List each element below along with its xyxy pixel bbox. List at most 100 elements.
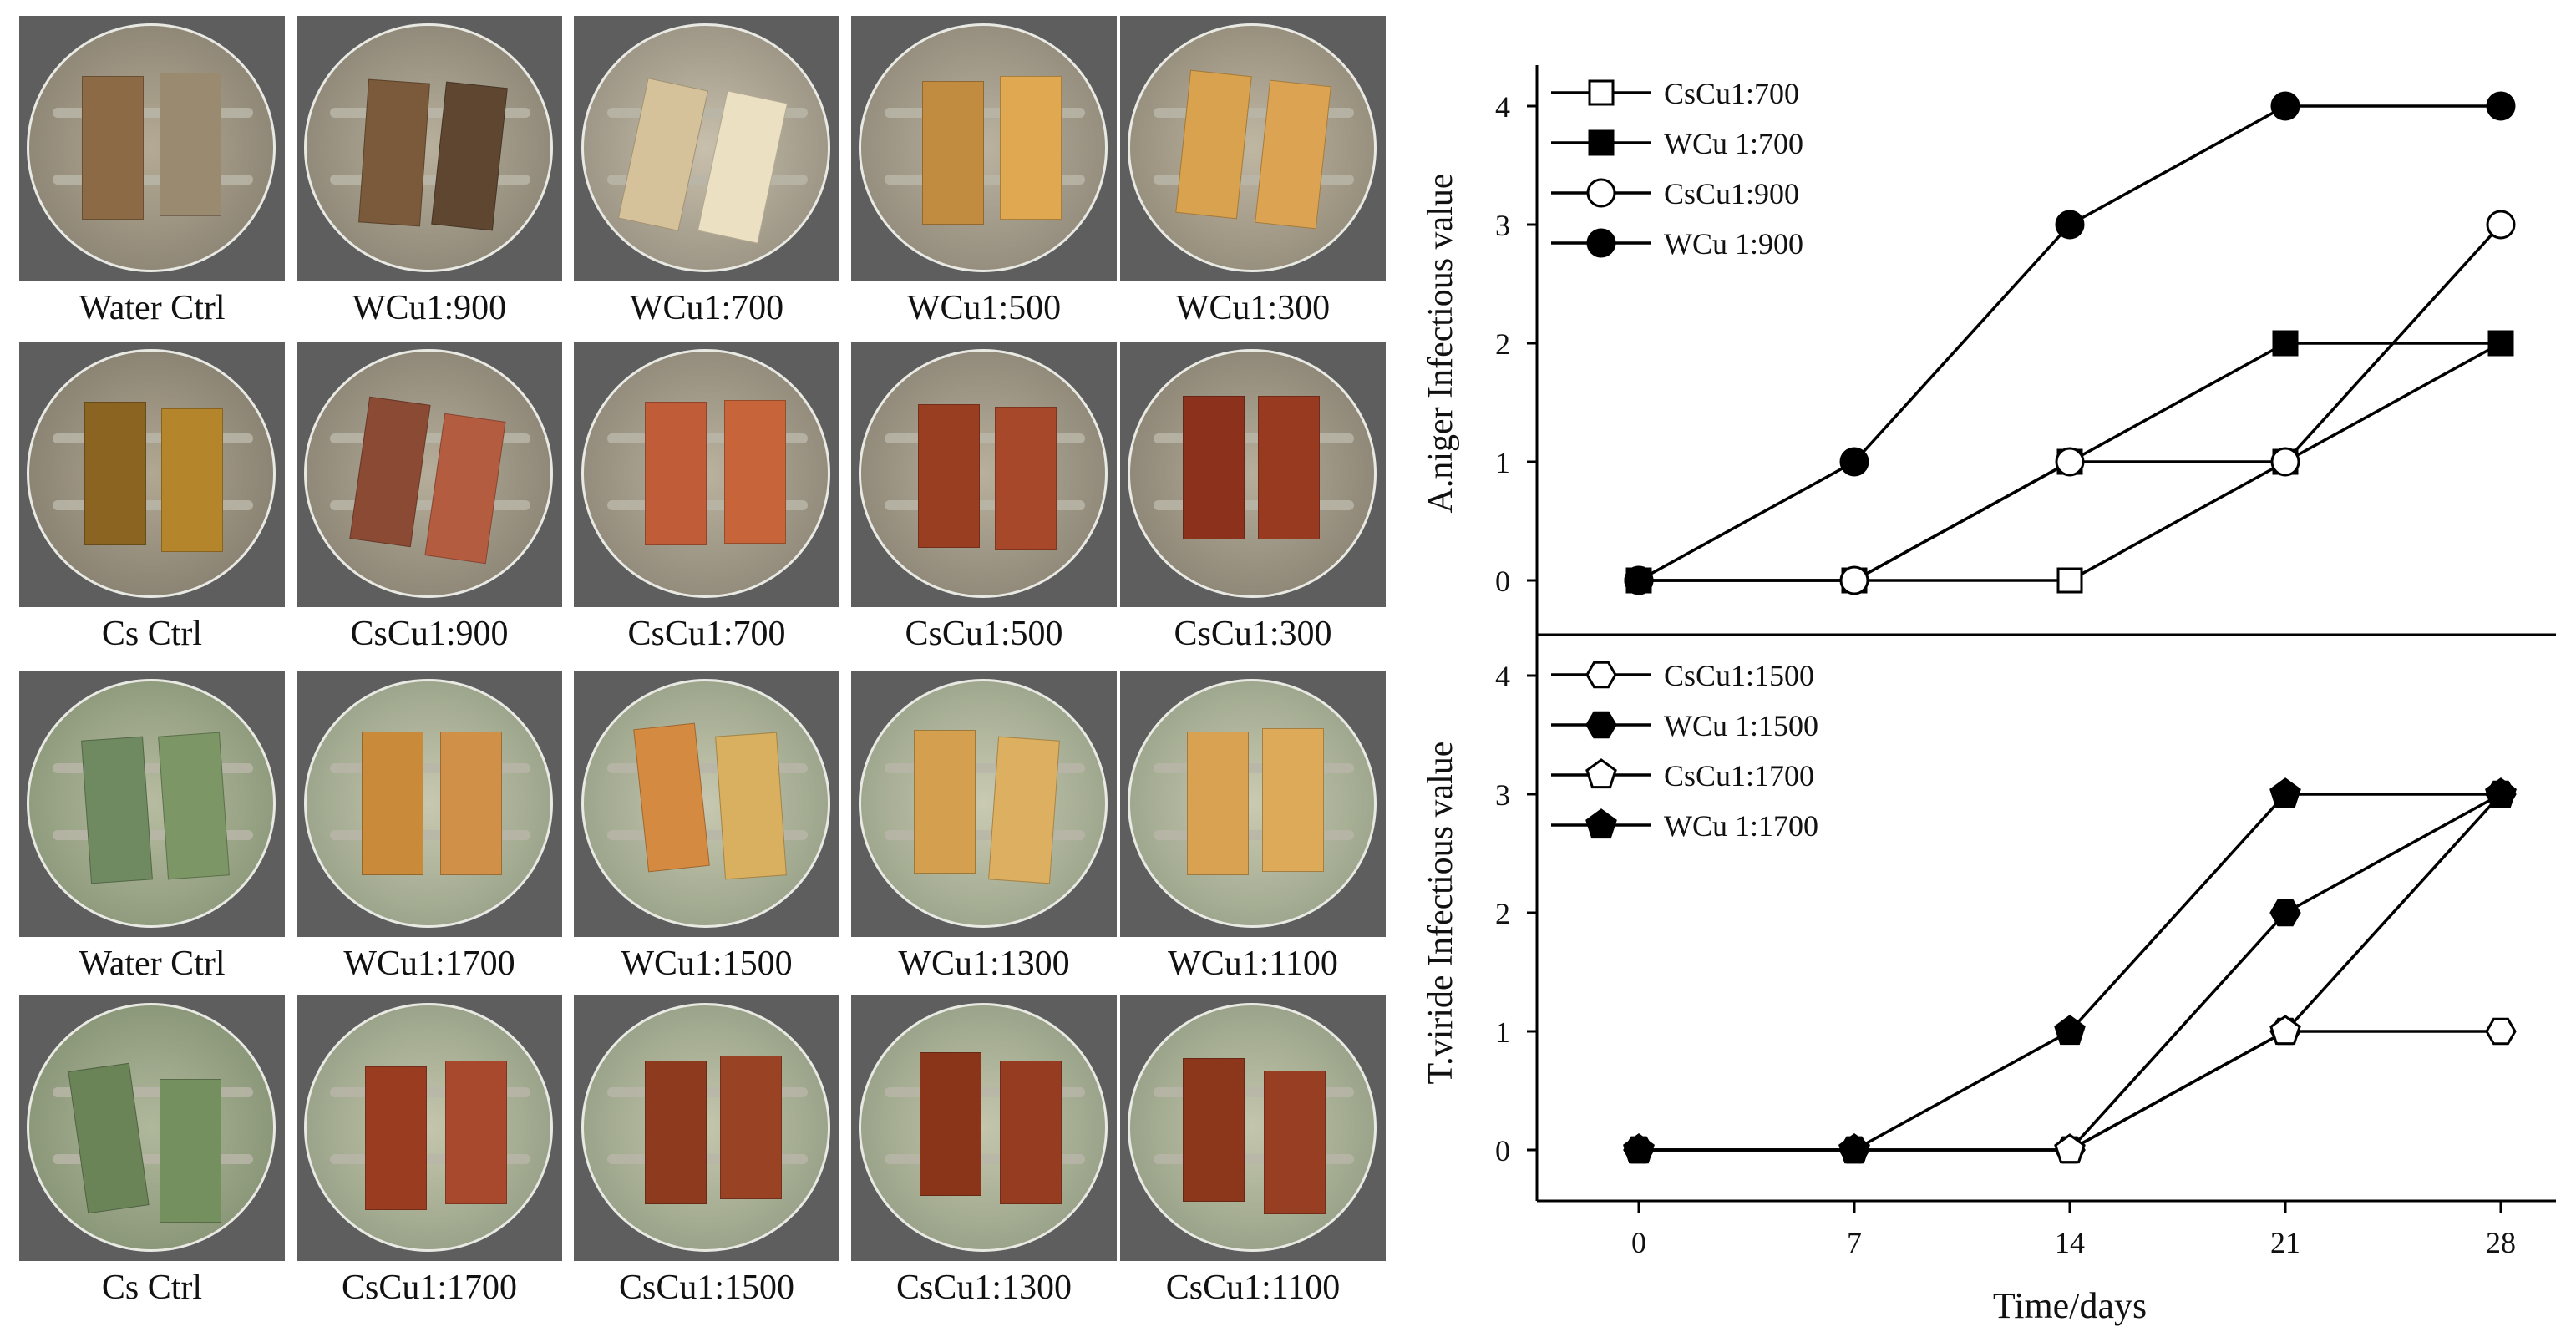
y-tick-label: 2 xyxy=(1495,327,1510,361)
data-point xyxy=(2054,1133,2086,1164)
infection-charts: 0 1 2 3 4 A.niger Infectious value CsCu1:700 WC… xyxy=(1387,0,2576,1337)
petri-dish-photo xyxy=(1120,342,1386,607)
y-tick-label: 2 xyxy=(1495,897,1510,930)
photo-cell: WCu1:300 xyxy=(1120,16,1386,333)
photo-cell: CsCu1:700 xyxy=(574,342,839,659)
photo-cell: WCu1:1100 xyxy=(1120,671,1386,989)
photo-caption: WCu1:1300 xyxy=(898,945,1070,983)
data-point xyxy=(2486,210,2516,240)
data-point xyxy=(2272,330,2299,357)
petri-dish-photo xyxy=(851,995,1117,1261)
y-tick-label: 1 xyxy=(1495,1015,1510,1049)
petri-dish-photo xyxy=(574,16,839,281)
photo-caption: CsCu1:700 xyxy=(627,615,786,653)
photo-caption: WCu1:700 xyxy=(629,289,784,327)
data-point xyxy=(2270,447,2300,477)
petri-dish-photo xyxy=(1120,671,1386,937)
series-line xyxy=(1639,793,2502,1152)
photo-cell: WCu1:900 xyxy=(297,16,562,333)
photo-caption: Cs Ctrl xyxy=(101,1269,203,1307)
photo-caption: CsCu1:500 xyxy=(905,615,1063,653)
legend-marker xyxy=(1585,758,1617,789)
data-point xyxy=(1838,1133,1870,1164)
legend-label: CsCu1:1500 xyxy=(1664,659,1814,692)
petri-dish-photo xyxy=(297,995,562,1261)
photo-caption: WCu1:500 xyxy=(906,289,1062,327)
legend-marker xyxy=(1588,129,1615,156)
y-tick-label: 3 xyxy=(1495,209,1510,242)
series-line xyxy=(1639,223,2502,582)
petri-dish-photo xyxy=(297,671,562,937)
photo-cell: CsCu1:1700 xyxy=(297,995,562,1313)
chart-canvas: 0 1 2 3 4 A.niger Infectious value CsCu1:700 WC… xyxy=(1422,65,2556,1326)
y-axis-label: A.niger Infectious value xyxy=(1422,173,1460,513)
data-point xyxy=(1839,447,1869,477)
photo-cell: WCu1:1500 xyxy=(574,671,839,989)
photo-caption: CsCu1:1100 xyxy=(1165,1269,1341,1307)
data-point xyxy=(2487,330,2514,357)
data-point xyxy=(1839,565,1869,595)
y-tick-label: 1 xyxy=(1495,446,1510,479)
photo-caption: Water Ctrl xyxy=(79,289,226,327)
petri-dish-photo xyxy=(19,16,285,281)
photo-caption: CsCu1:1700 xyxy=(341,1269,518,1307)
petri-dish-photo xyxy=(19,342,285,607)
photo-cell: WCu1:1700 xyxy=(297,671,562,989)
photo-caption: WCu1:900 xyxy=(352,289,507,327)
legend-marker xyxy=(1585,808,1617,839)
legend-label: WCu 1:700 xyxy=(1664,127,1803,160)
photo-grid: Water Ctrl WCu1:900 WCu1:700 WCu1:500 xyxy=(19,16,1386,1313)
x-tick-label: 7 xyxy=(1847,1226,1862,1259)
data-point xyxy=(1623,1133,1655,1164)
photo-cell: WCu1:500 xyxy=(851,16,1117,333)
photo-cell: CsCu1:1500 xyxy=(574,995,839,1313)
legend-marker xyxy=(1586,178,1616,208)
photo-cell: CsCu1:300 xyxy=(1120,342,1386,659)
legend-label: CsCu1:1700 xyxy=(1664,759,1814,793)
petri-dish-photo xyxy=(851,342,1117,607)
legend-label: CsCu1:700 xyxy=(1664,77,1799,110)
y-tick-label: 4 xyxy=(1495,90,1510,124)
series-line xyxy=(1639,793,2501,1152)
photo-caption: CsCu1:1300 xyxy=(895,1269,1072,1307)
y-tick-label: 4 xyxy=(1495,660,1510,693)
y-tick-label: 3 xyxy=(1495,778,1510,812)
photo-caption: WCu1:1100 xyxy=(1168,945,1338,983)
data-point xyxy=(2055,447,2085,477)
petri-dish-photo xyxy=(851,671,1117,937)
photo-caption: CsCu1:900 xyxy=(350,615,509,653)
petri-dish-photo xyxy=(19,671,285,937)
legend-marker xyxy=(1585,711,1617,739)
data-point xyxy=(2485,777,2517,808)
photo-cell: WCu1:700 xyxy=(574,16,839,333)
petri-dish-photo xyxy=(1120,16,1386,281)
photo-cell: WCu1:1300 xyxy=(851,671,1117,989)
photo-caption: Water Ctrl xyxy=(79,945,226,983)
legend-label: WCu 1:1700 xyxy=(1664,809,1818,843)
data-point xyxy=(2270,91,2300,121)
petri-dish-photo xyxy=(574,342,839,607)
x-tick-label: 21 xyxy=(2270,1226,2300,1259)
data-point xyxy=(2055,210,2085,240)
photo-caption: WCu1:1700 xyxy=(343,945,515,983)
petri-dish-photo xyxy=(1120,995,1386,1261)
photo-cell: CsCu1:500 xyxy=(851,342,1117,659)
photo-caption: CsCu1:1500 xyxy=(618,1269,795,1307)
x-axis-label: Time/days xyxy=(1993,1285,2147,1326)
photo-cell: Water Ctrl xyxy=(19,16,285,333)
series-line xyxy=(1639,1030,2501,1152)
petri-dish-photo xyxy=(297,342,562,607)
data-point xyxy=(2269,899,2301,927)
legend-label: WCu 1:900 xyxy=(1664,227,1803,261)
data-point xyxy=(1624,565,1654,595)
x-tick-label: 0 xyxy=(1631,1226,1646,1259)
photo-caption: CsCu1:300 xyxy=(1174,615,1332,653)
legend-label: CsCu1:900 xyxy=(1664,177,1799,210)
legend-label: WCu 1:1500 xyxy=(1664,709,1818,742)
photo-cell: Cs Ctrl xyxy=(19,995,285,1313)
photo-cell: Cs Ctrl xyxy=(19,342,285,659)
data-point xyxy=(2486,91,2516,121)
data-point xyxy=(2485,1017,2517,1046)
photo-cell: CsCu1:1100 xyxy=(1120,995,1386,1313)
legend-marker xyxy=(1585,661,1617,689)
